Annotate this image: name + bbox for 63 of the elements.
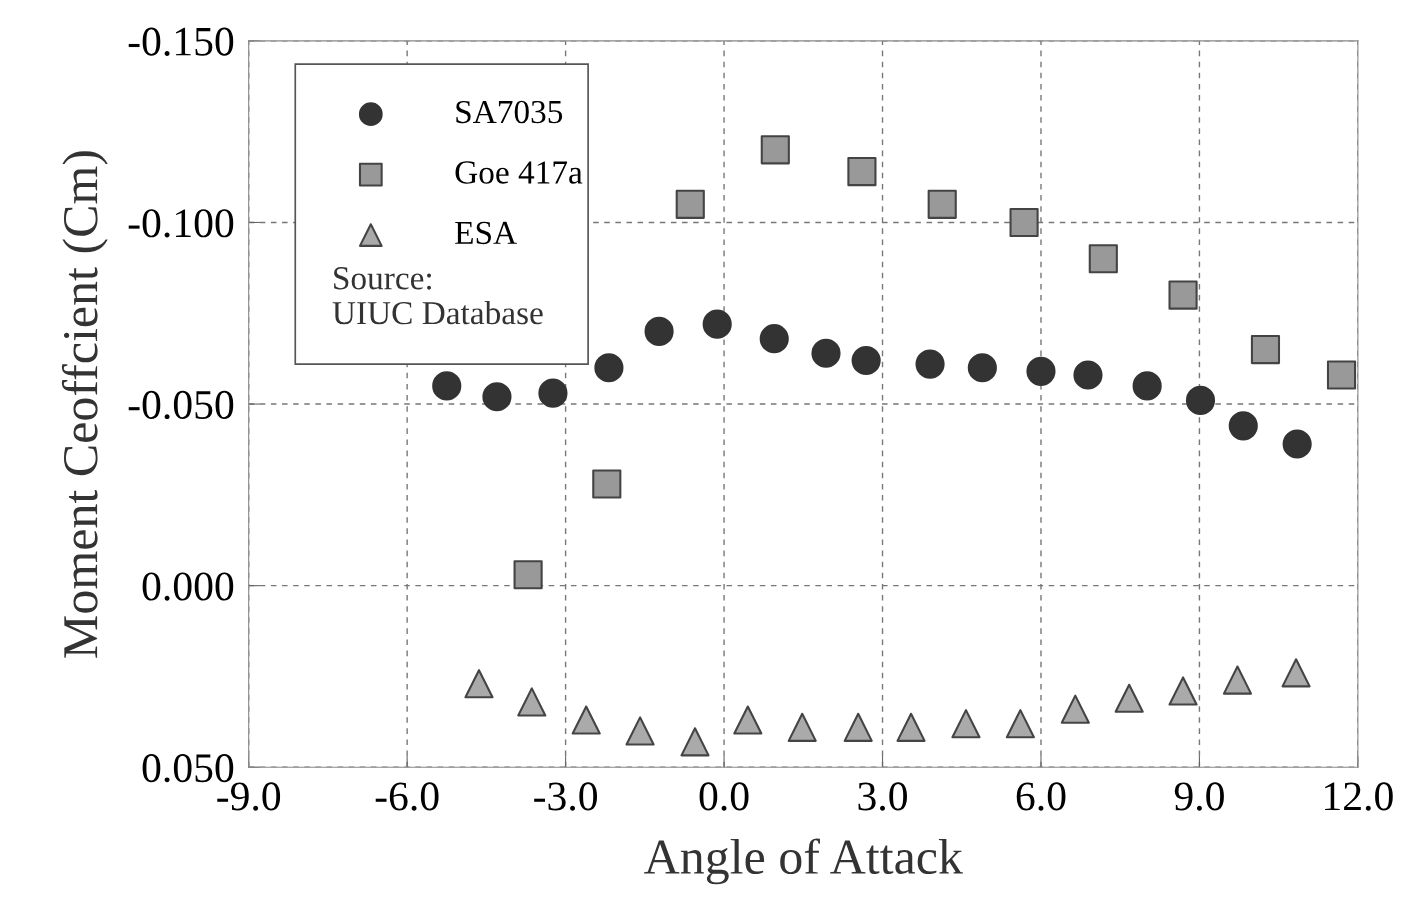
point [811,338,841,368]
point [1132,371,1162,401]
point [464,669,494,699]
point [1282,429,1312,459]
point [847,157,877,187]
y-tick-label: 0.050 [142,754,234,783]
x-axis-title: Angle of Attack [644,838,963,885]
y-tick-label: -0.050 [128,390,234,420]
y-axis-title: Moment Ceoffcient (Cm) [61,151,108,658]
point [851,345,881,376]
point [1326,360,1357,390]
annotation: Source: UIUC Database [332,267,543,325]
x-tick-label: 12.0 [1325,782,1393,811]
point [482,382,512,412]
point [680,727,710,757]
point [1026,356,1056,386]
point [1250,335,1281,365]
point [1168,280,1198,310]
point [538,378,568,408]
x-tick-label: -9.0 [217,782,281,811]
legend-label: Goe 417a [455,161,583,184]
x-tick-label: 0.0 [699,782,749,811]
point [1073,360,1103,390]
point [759,324,789,354]
point [1168,676,1198,706]
point [967,353,997,383]
point [1185,385,1216,416]
point [1222,665,1253,695]
point [592,469,622,499]
x-tick-label: -3.0 [534,782,597,811]
y-tick-label: -0.100 [128,209,234,238]
legend-label: ESA [455,221,517,245]
point [1009,207,1039,238]
y-tick-label: 0.000 [142,572,234,601]
point [513,560,543,590]
legend-label: SA7035 [456,100,563,124]
x-tick-label: -6.0 [375,782,439,811]
point [760,135,790,165]
point [927,189,957,219]
point [702,309,732,339]
point [675,189,705,219]
point [843,712,873,742]
point [1114,683,1144,713]
point [733,705,763,735]
point [1005,709,1035,739]
point [1060,694,1090,724]
point [625,716,655,746]
point [432,371,462,401]
point [787,712,817,742]
x-tick-label: 6.0 [1016,782,1066,811]
point [915,349,945,379]
x-tick-label: 9.0 [1174,782,1224,811]
point [644,316,674,346]
point [517,687,547,717]
point [1228,411,1258,441]
point [1088,244,1118,274]
point [594,353,624,383]
y-tick-label: -0.150 [128,27,234,56]
point [951,709,981,739]
x-tick-label: 3.0 [858,782,907,811]
point [896,712,926,742]
point [1281,658,1311,688]
point [571,705,601,735]
